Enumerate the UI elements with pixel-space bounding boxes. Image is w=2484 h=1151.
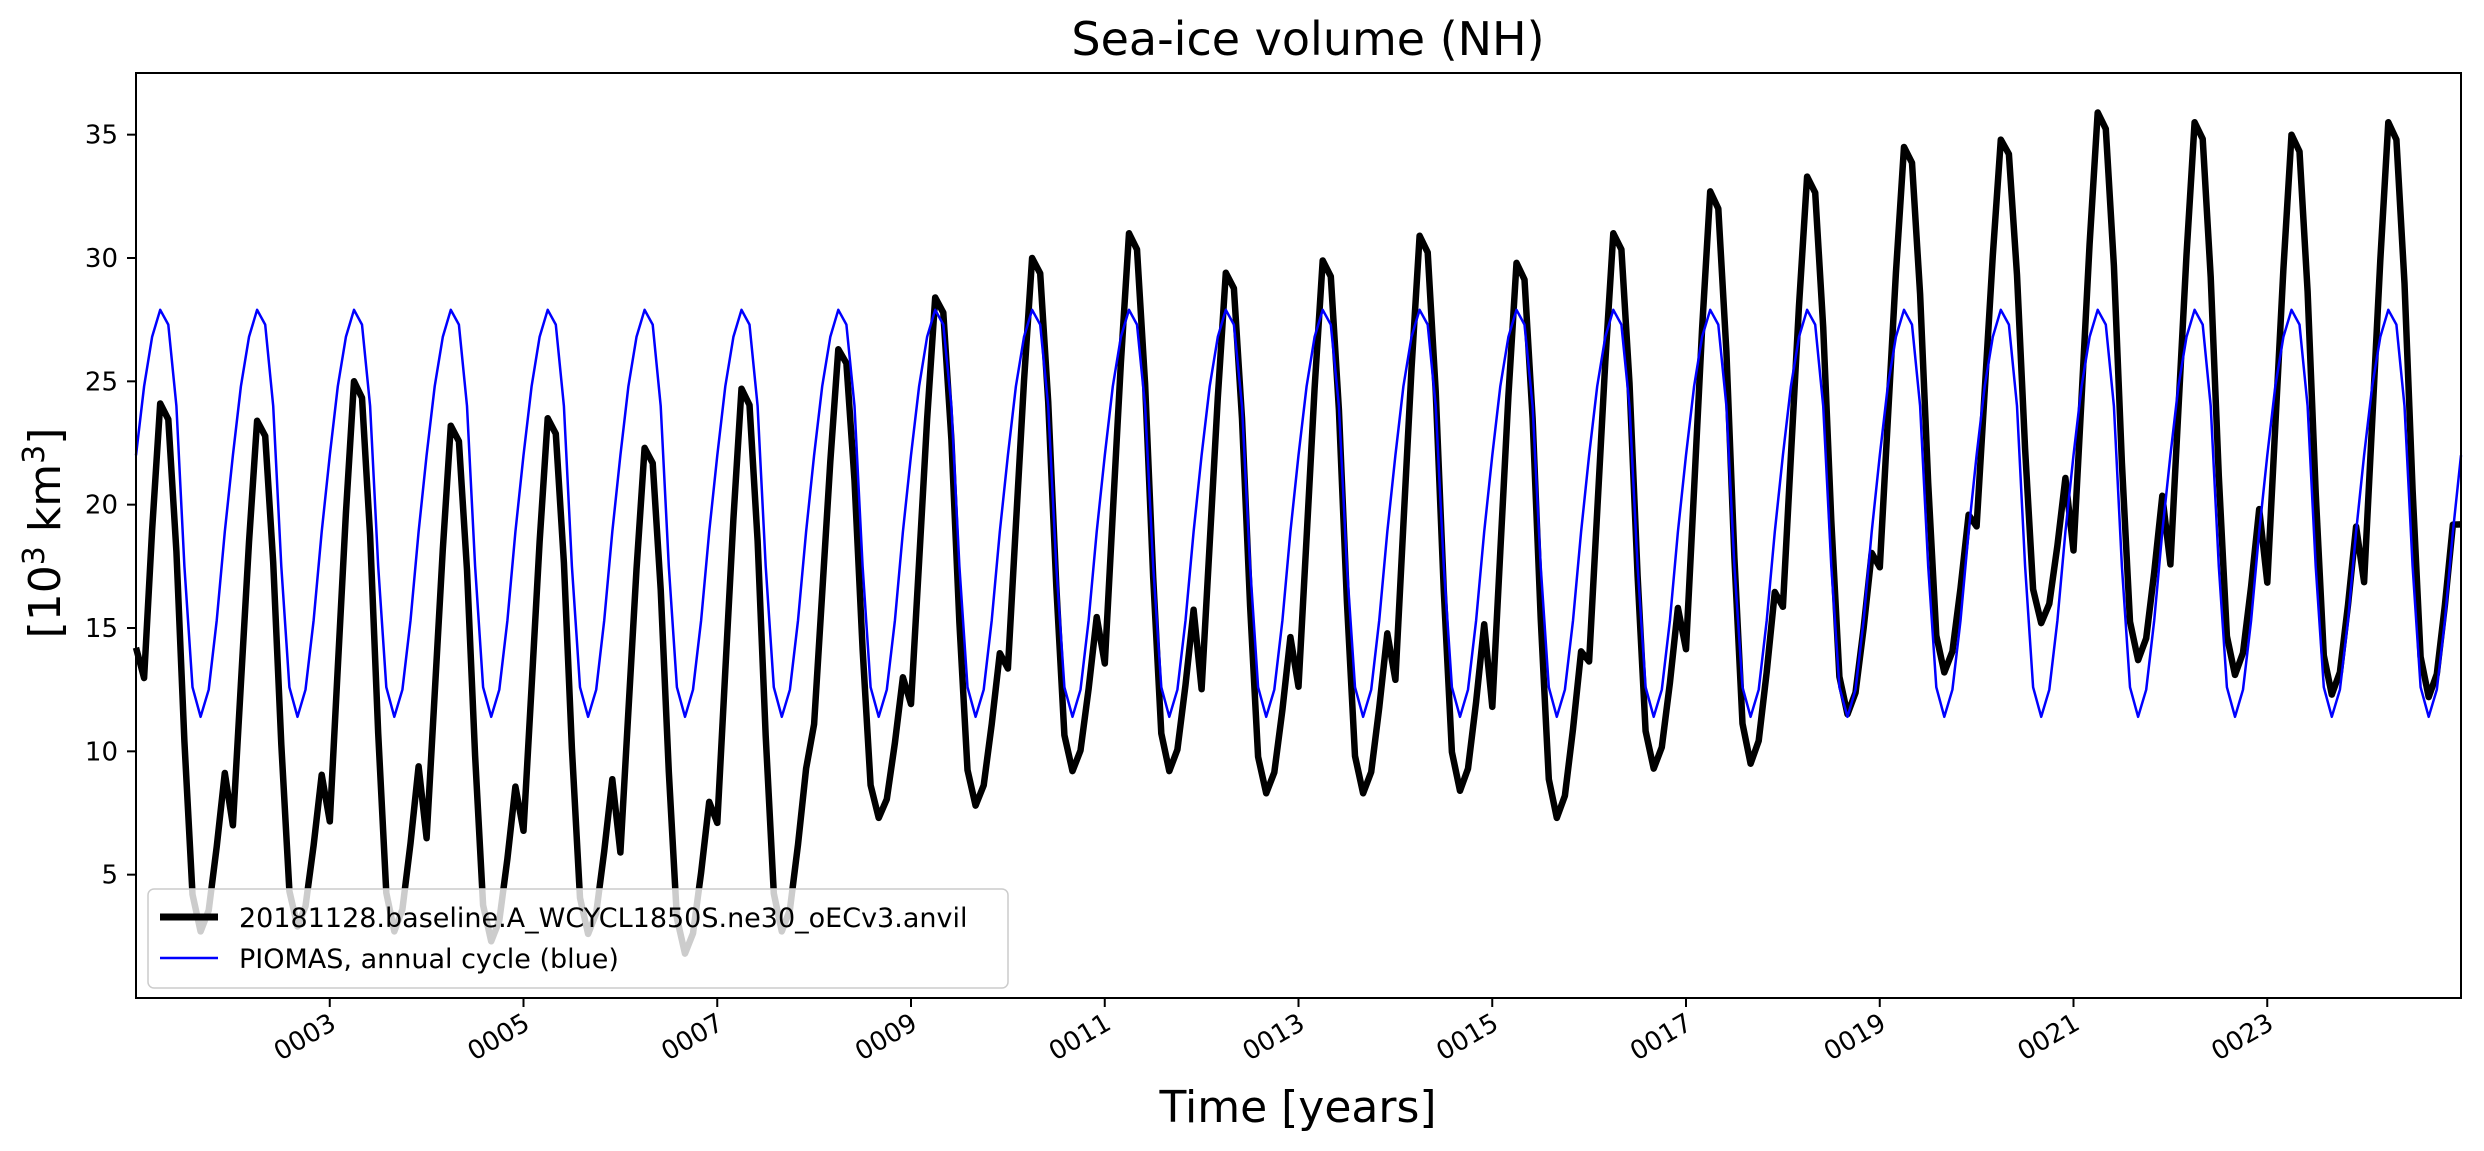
y-tick-label: 10 [85,737,118,767]
x-tick-label: 0009 [850,1008,922,1067]
chart-title: Sea-ice volume (NH) [1071,12,1544,66]
x-tick-label: 0021 [2013,1008,2085,1067]
x-tick-label: 0005 [463,1008,535,1067]
y-tick-label: 30 [85,244,118,274]
legend-label-model: 20181128.baseline.A_WCYCL1850S.ne30_oECv… [239,903,967,934]
x-tick-label: 0023 [2206,1008,2278,1067]
x-axis-label: Time [years] [1158,1082,1436,1133]
x-tick-label: 0017 [1625,1008,1697,1067]
y-tick-label: 20 [85,491,118,521]
legend: 20181128.baseline.A_WCYCL1850S.ne30_oECv… [147,888,1009,989]
x-axis: 0003 0005 0007 0009 0011 0013 0015 0017 0019 0021… [269,998,2279,1067]
x-tick-label: 0011 [1044,1008,1116,1067]
plot-series [132,109,2463,957]
y-tick-label: 25 [85,367,118,397]
legend-label-piomas: PIOMAS, annual cycle (blue) [239,944,619,975]
y-axis-label: [103 km3] [17,428,71,639]
x-tick-label: 0007 [656,1008,728,1067]
y-tick-label: 15 [85,614,118,644]
y-tick-label: 35 [85,121,118,151]
x-tick-label: 0003 [269,1008,341,1067]
x-tick-label: 0015 [1431,1008,1503,1067]
series-line-piomas [134,308,2463,719]
x-tick-label: 0013 [1238,1008,1310,1067]
series-line-model [132,109,2462,957]
legend-box [147,888,1009,989]
y-tick-label: 5 [101,861,118,891]
x-tick-label: 0019 [1819,1008,1891,1067]
y-axis: 5 10 15 20 25 30 35 [85,121,136,891]
